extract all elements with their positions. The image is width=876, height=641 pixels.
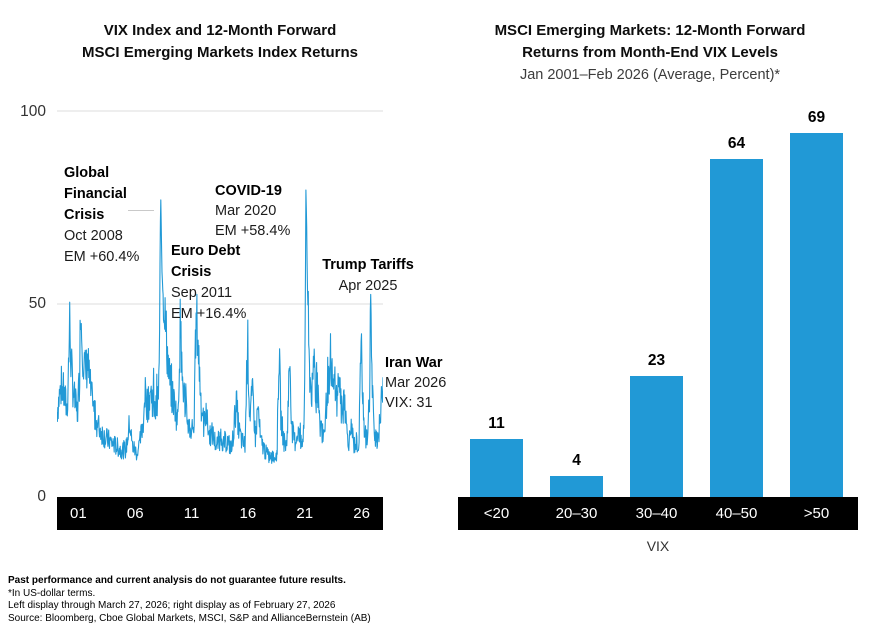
- footer-disclaimer: Past performance and current analysis do…: [8, 575, 346, 586]
- annotation-date: Mar 2026: [385, 375, 447, 391]
- x-tick-label: 26: [353, 505, 370, 522]
- x-axis-bar-left: 01 06 11 16 21 26: [57, 497, 383, 530]
- bar-30–40: [630, 376, 683, 497]
- bar-40–50: [710, 159, 763, 497]
- annotation-date: Mar 2020: [215, 203, 277, 219]
- annotation-euro-debt-crisis: Euro Debt Crisis Sep 2011 EM +16.4%: [171, 241, 246, 325]
- annotation-name-line: Global: [64, 165, 110, 181]
- y-tick-label-0: 0: [37, 488, 46, 505]
- bar-category-label: 20–30: [555, 505, 598, 522]
- annotation-covid-19: COVID-19 Mar 2020 EM +58.4%: [215, 181, 290, 241]
- bar-category-label: 40–50: [715, 505, 758, 522]
- y-tick-label-50: 50: [28, 295, 46, 312]
- right-chart-title: MSCI Emerging Markets: 12-Month Forward …: [430, 20, 870, 86]
- annotation-note: VIX: 31: [385, 395, 433, 411]
- annotation-trump-tariffs: Trump Tariffs Apr 2025: [306, 255, 430, 297]
- annotation-name-line: Financial: [64, 186, 127, 202]
- annotation-date: Sep 2011: [171, 285, 233, 301]
- x-tick-label: 01: [70, 505, 87, 522]
- annotation-date: Oct 2008: [64, 228, 123, 244]
- footer-note-dates: Left display through March 27, 2026; rig…: [8, 600, 336, 612]
- annotation-note: EM +60.4%: [64, 249, 140, 265]
- annotation-name-line: Trump Tariffs: [322, 257, 414, 273]
- annotation-date: Apr 2025: [338, 278, 398, 294]
- annotation-name-line: Crisis: [64, 207, 105, 223]
- vix-line: [57, 189, 383, 464]
- right-chart-title-line-2: Returns from Month-End VIX Levels: [522, 44, 778, 61]
- bar-value-label: 69: [807, 109, 826, 126]
- vix-bar-chart: 11 4 23 64 69: [458, 0, 858, 497]
- footnotes: Past performance and current analysis do…: [8, 575, 371, 625]
- x-tick-label: 16: [239, 505, 257, 522]
- x-tick-label: 11: [183, 505, 200, 522]
- x-tick-label: 06: [126, 505, 144, 522]
- bar-category-label: 30–40: [635, 505, 678, 522]
- bar-20–30: [550, 476, 603, 497]
- vix-line-chart: [57, 110, 383, 464]
- annotation-note: EM +58.4%: [215, 223, 291, 239]
- annotation-name-line: Iran War: [385, 355, 443, 371]
- y-tick-label-100: 100: [20, 103, 46, 120]
- footer-source: Source: Bloomberg, Cboe Global Markets, …: [8, 612, 371, 624]
- bar-category-label: >50: [803, 505, 830, 522]
- footer-note-terms: *In US-dollar terms.: [8, 587, 96, 599]
- bar-value-label: 23: [647, 352, 666, 369]
- bar-value-label: 4: [572, 452, 581, 469]
- annotation-connector-line: [128, 210, 154, 211]
- left-chart-title: VIX Index and 12-Month Forward MSCI Emer…: [2, 20, 438, 64]
- annotation-iran-war: Iran War Mar 2026 VIX: 31: [385, 353, 446, 413]
- bar-value-label: 64: [727, 135, 746, 152]
- x-axis-bar-right: <20 20–30 30–40 40–50 >50: [458, 497, 858, 530]
- bar-category-label: <20: [483, 505, 510, 522]
- right-chart-subtitle: Jan 2001–Feb 2026 (Average, Percent)*: [519, 67, 781, 83]
- annotation-name-line: COVID-19: [215, 183, 282, 199]
- annotation-note: EM +16.4%: [171, 306, 247, 322]
- annotation-name-line: Euro Debt: [171, 243, 241, 259]
- left-chart-title-line-2: MSCI Emerging Markets Index Returns: [82, 44, 358, 61]
- annotation-name-line: Crisis: [171, 264, 212, 280]
- bar-value-label: 11: [488, 415, 505, 432]
- x-axis-title: VIX: [646, 538, 670, 554]
- bar->50: [790, 133, 843, 497]
- bar-<20: [470, 439, 523, 497]
- x-tick-label: 21: [296, 505, 314, 522]
- right-chart-title-line-1: MSCI Emerging Markets: 12-Month Forward: [494, 22, 806, 39]
- left-chart-title-line-1: VIX Index and 12-Month Forward: [103, 22, 337, 39]
- annotation-global-financial-crisis: Global Financial Crisis Oct 2008 EM +60.…: [64, 163, 139, 268]
